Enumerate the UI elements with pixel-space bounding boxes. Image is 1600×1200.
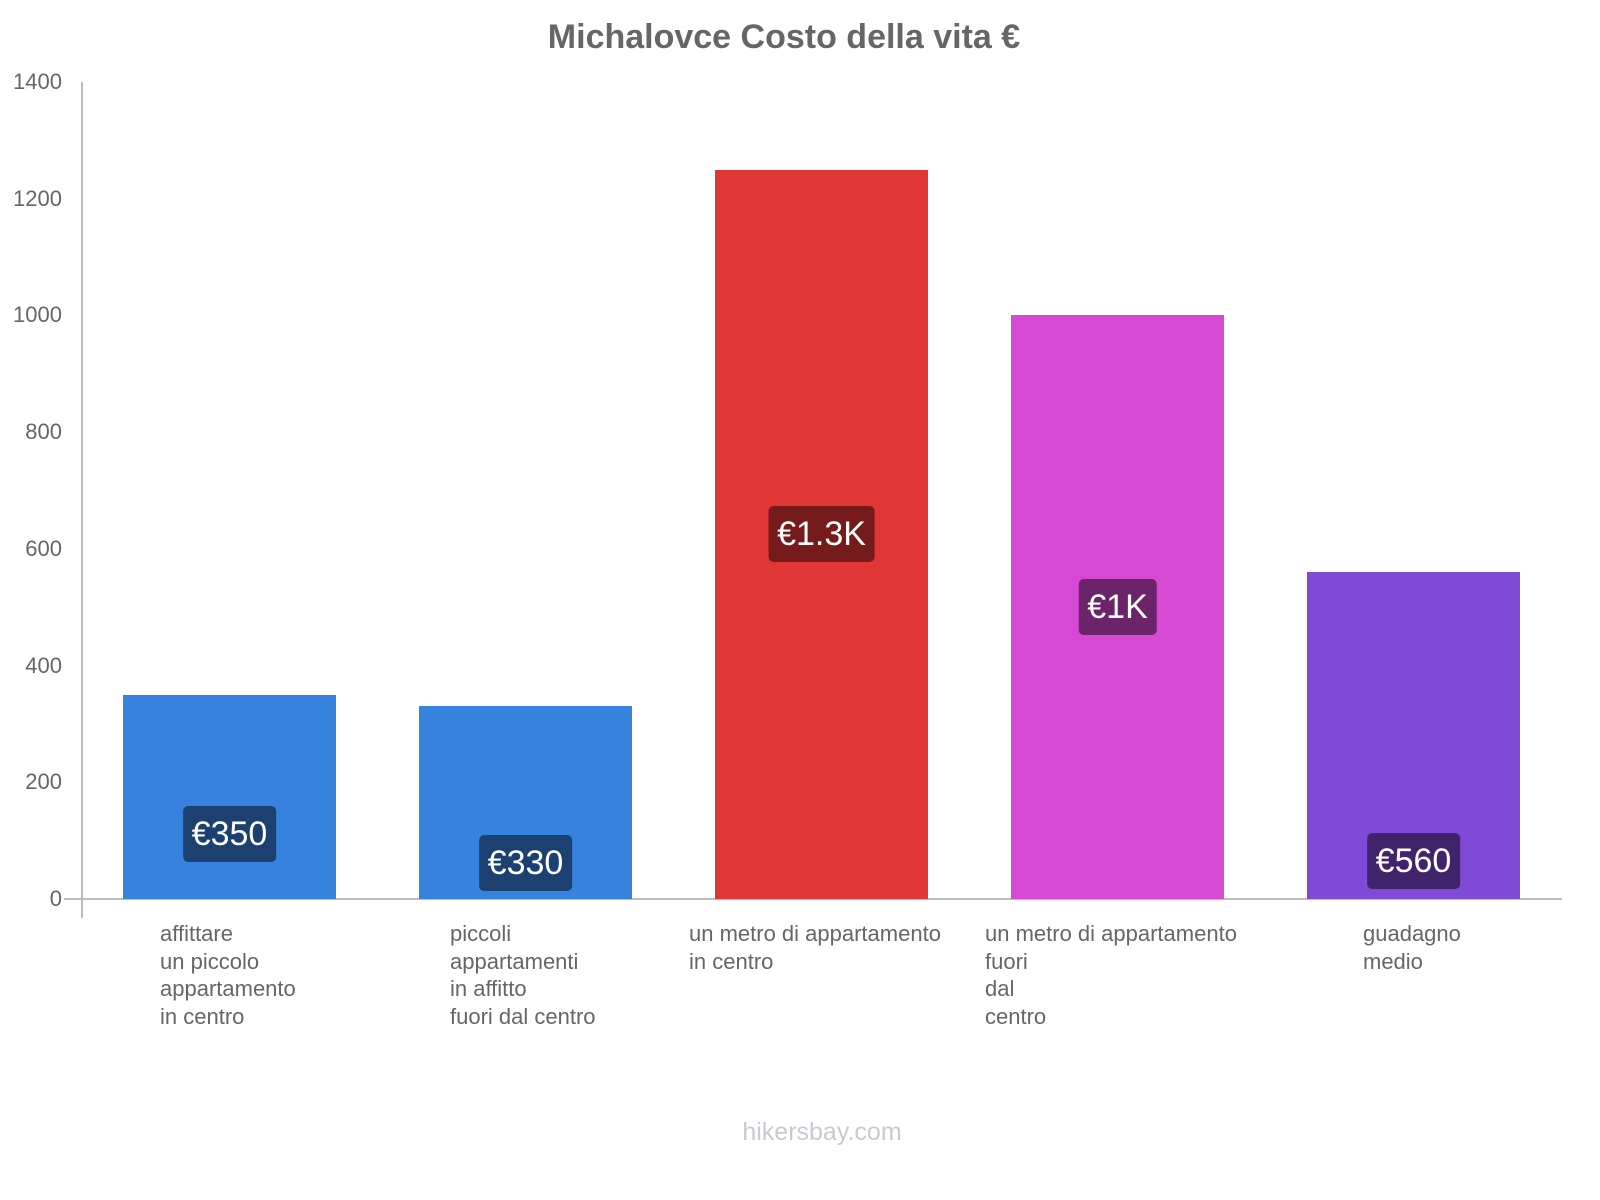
- bar-value-label: €330: [478, 834, 573, 891]
- y-tick-label: 200: [25, 769, 62, 795]
- y-tick-label: 1400: [13, 69, 62, 94]
- y-tick-label: 600: [25, 535, 62, 561]
- bar-value-label: €350: [182, 805, 277, 862]
- y-tick-label: 0: [49, 886, 62, 911]
- x-axis-category-label: piccoli appartamenti in affitto fuori da…: [450, 921, 596, 1029]
- y-tick-label: 1200: [13, 185, 62, 211]
- watermark: hikersbay.com: [742, 1118, 902, 1146]
- bar: [123, 694, 336, 899]
- x-axis-category-label: un metro di appartamento in centro: [689, 921, 941, 974]
- y-axis-line: [81, 82, 83, 918]
- bar-value-label: €560: [1366, 832, 1461, 889]
- x-axis-category-label: affittare un piccolo appartamento in cen…: [160, 921, 296, 1029]
- x-axis-line: [64, 898, 1562, 900]
- y-tick-label: 1000: [13, 302, 62, 328]
- y-tick-label: 800: [25, 419, 62, 445]
- bar-value-label: €1.3K: [768, 506, 875, 563]
- x-axis-category-label: guadagno medio: [1363, 921, 1461, 974]
- bar-value-label: €1K: [1078, 579, 1157, 636]
- y-tick-label: 400: [25, 652, 62, 678]
- x-axis-category-label: un metro di appartamento fuori dal centr…: [985, 921, 1237, 1029]
- chart-title: Michalovce Costo della vita €: [547, 18, 1021, 56]
